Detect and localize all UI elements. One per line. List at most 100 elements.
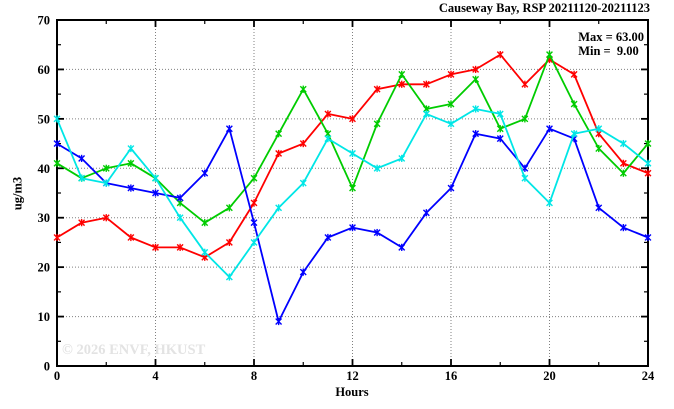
- data-point-day1-red: [53, 233, 61, 242]
- data-point-day3-blue: [496, 135, 504, 143]
- marker-stroke: [349, 115, 356, 123]
- marker-stroke: [619, 224, 627, 232]
- marker-stroke: [595, 145, 603, 152]
- data-point-day2-green: [496, 125, 504, 133]
- data-point-day4-cyan: [127, 144, 135, 153]
- marker-stroke: [275, 204, 283, 212]
- marker-stroke: [102, 164, 110, 172]
- marker-stroke: [299, 140, 307, 148]
- data-point-day4-cyan: [102, 179, 110, 187]
- data-point-day2-green: [225, 204, 233, 212]
- data-point-day3-blue: [250, 219, 258, 227]
- marker-stroke: [447, 184, 455, 192]
- marker-stroke: [398, 80, 406, 88]
- marker-stroke: [176, 199, 184, 207]
- marker-stroke: [496, 125, 504, 133]
- marker-stroke: [250, 174, 258, 182]
- data-point-day4-cyan: [496, 110, 504, 118]
- data-point-day3-blue: [53, 139, 61, 148]
- marker-stroke: [619, 159, 627, 167]
- max-min-annotation: Max = 63.00 Min = 9.00: [578, 30, 644, 58]
- data-point-day4-cyan: [176, 214, 184, 222]
- chart-title: Causeway Bay, RSP 20211120-20211123: [438, 1, 650, 15]
- marker-stroke: [521, 80, 529, 88]
- data-point-day2-green: [447, 100, 455, 108]
- data-point-day1-red: [176, 243, 184, 251]
- marker-stroke: [496, 110, 504, 118]
- x-tick-label: 24: [642, 369, 655, 383]
- data-point-day3-blue: [447, 184, 455, 192]
- marker-stroke: [447, 100, 455, 108]
- marker-stroke: [324, 130, 332, 138]
- marker-stroke: [373, 120, 381, 128]
- data-point-day4-cyan: [570, 130, 578, 138]
- y-tick-label: 60: [38, 63, 51, 77]
- marker-stroke: [472, 105, 480, 113]
- x-tick-label: 8: [251, 369, 257, 383]
- marker-stroke: [225, 273, 233, 281]
- marker-stroke: [102, 214, 110, 222]
- marker-stroke: [53, 140, 61, 148]
- marker-stroke: [398, 243, 406, 251]
- marker-stroke: [570, 100, 578, 108]
- marker-stroke: [546, 125, 553, 133]
- data-point-day1-red: [422, 80, 430, 88]
- marker-stroke: [496, 51, 504, 59]
- data-point-day2-green: [570, 100, 578, 108]
- data-point-day2-green: [275, 130, 283, 138]
- data-point-day4-cyan: [78, 174, 86, 182]
- y-tick-label: 30: [38, 211, 51, 225]
- data-point-day2-green: [398, 70, 406, 78]
- marker-stroke: [644, 159, 652, 167]
- x-tick-label: 16: [445, 369, 458, 383]
- marker-stroke: [447, 70, 455, 78]
- data-point-day2-green: [201, 219, 209, 227]
- marker-stroke: [595, 204, 603, 212]
- marker-stroke: [152, 243, 159, 251]
- marker-stroke: [349, 224, 356, 232]
- data-point-day2-green: [521, 115, 529, 123]
- marker-stroke: [152, 189, 159, 197]
- data-point-day3-blue: [176, 194, 184, 202]
- data-point-day2-green: [373, 120, 381, 128]
- data-point-day1-red: [447, 70, 455, 78]
- data-point-day1-red: [373, 85, 381, 93]
- data-point-day1-red: [496, 51, 504, 59]
- marker-stroke: [250, 219, 258, 227]
- marker-stroke: [447, 120, 455, 128]
- y-tick-label: 70: [38, 14, 51, 28]
- marker-stroke: [225, 125, 233, 133]
- marker-stroke: [250, 238, 258, 246]
- marker-stroke: [53, 159, 61, 167]
- data-point-day2-green: [299, 85, 307, 93]
- marker-stroke: [521, 164, 529, 172]
- marker-stroke: [250, 199, 258, 207]
- data-point-day3-blue: [422, 209, 430, 217]
- plot-border: [56, 19, 649, 367]
- marker-stroke: [152, 174, 159, 182]
- data-point-day1-red: [127, 233, 135, 242]
- marker-stroke: [299, 179, 307, 187]
- data-point-day1-red: [521, 80, 529, 88]
- marker-stroke: [619, 140, 627, 148]
- data-point-day1-red: [102, 214, 110, 222]
- min-annotation: Min = 9.00: [578, 44, 639, 58]
- data-point-day4-cyan: [225, 273, 233, 281]
- data-point-day3-blue: [127, 184, 135, 192]
- marker-stroke: [595, 130, 603, 138]
- data-point-day1-red: [472, 65, 480, 74]
- marker-stroke: [299, 268, 307, 276]
- data-point-day2-green: [102, 164, 110, 172]
- data-point-day3-blue: [595, 204, 603, 212]
- y-tick-label: 0: [44, 360, 50, 374]
- data-point-day1-red: [275, 149, 283, 158]
- x-axis-label: Hours: [335, 385, 369, 399]
- marker-stroke: [176, 214, 184, 222]
- data-point-day4-cyan: [373, 164, 381, 172]
- y-axis-label: ug/m3: [10, 176, 25, 211]
- data-point-day1-red: [644, 169, 652, 177]
- data-point-day2-green: [546, 51, 553, 59]
- marker-stroke: [201, 248, 209, 256]
- data-point-day3-blue: [619, 224, 627, 232]
